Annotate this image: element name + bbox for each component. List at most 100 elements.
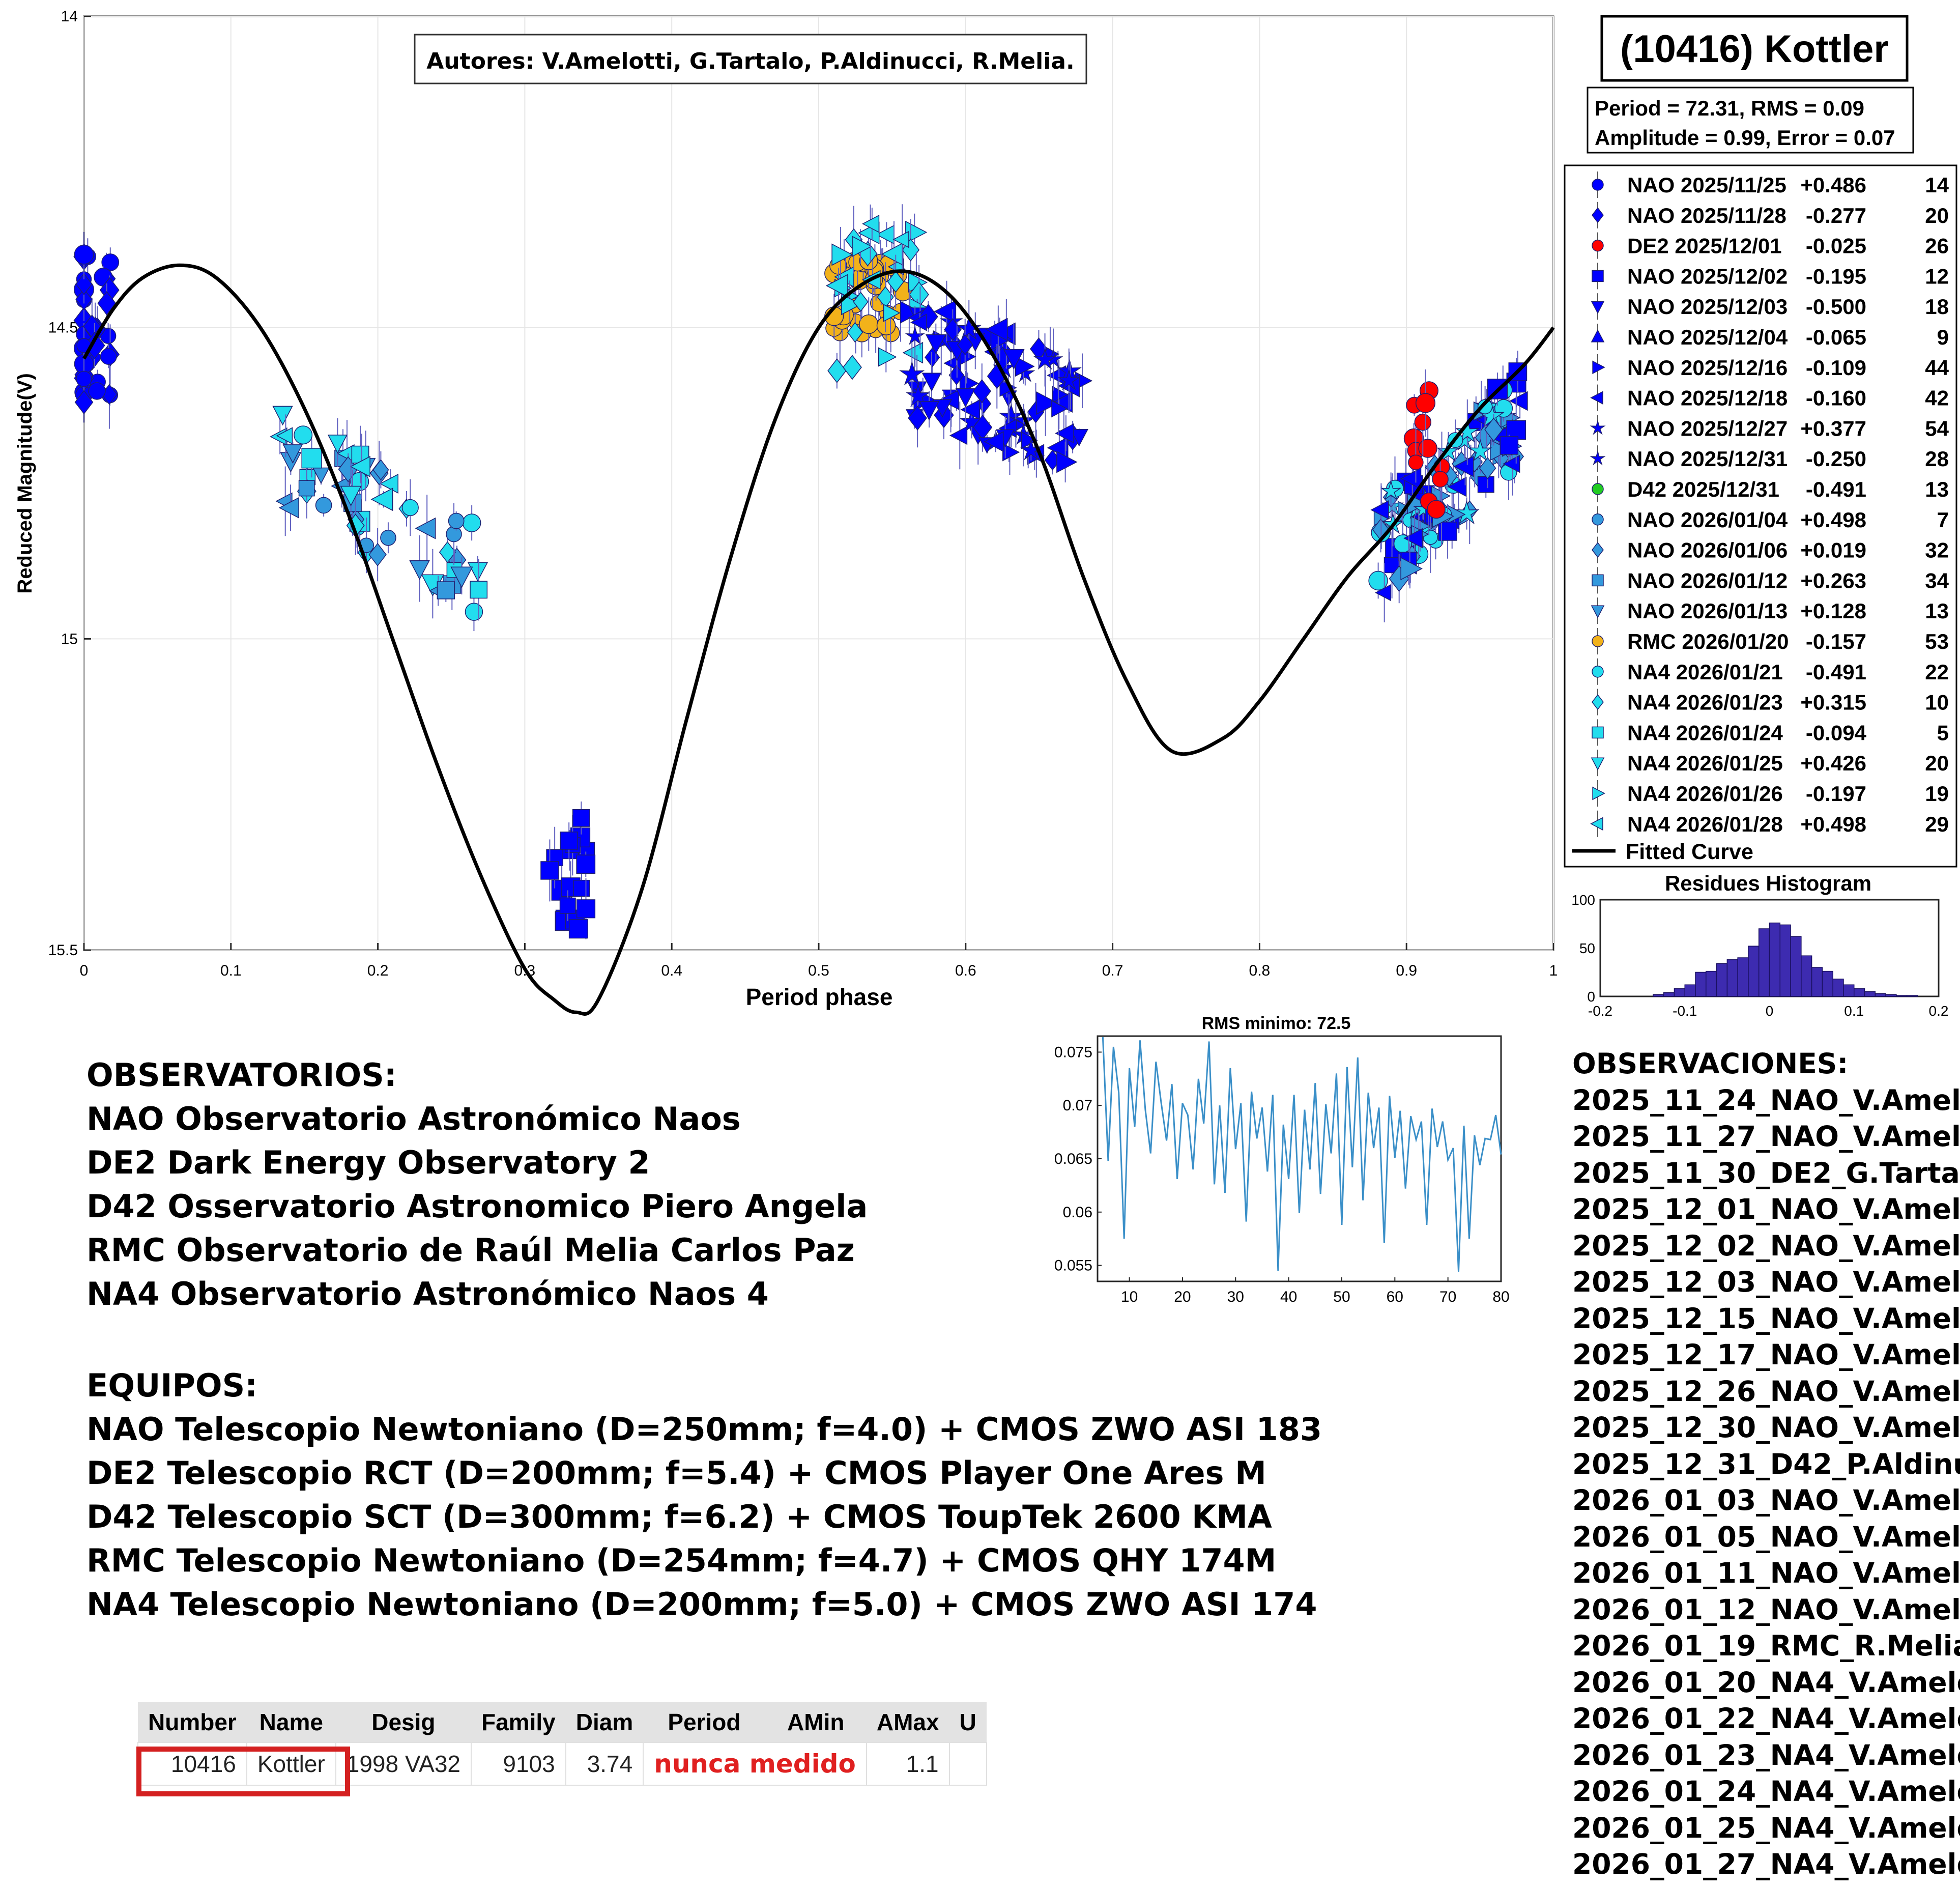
axis-ticks: 0 0.1 0.2 0.3 0.4 0.5 0.6 0.7 0.8 0.9 11414.51515.…: [48, 8, 1558, 979]
legend-marker: [1592, 694, 1604, 710]
legend-offset: -0.160: [1806, 386, 1866, 410]
histogram-bar: [1663, 992, 1675, 997]
histogram-bar: [1843, 984, 1855, 997]
legend-offset: -0.491: [1806, 660, 1866, 684]
data-point: [437, 581, 455, 599]
legend-offset: +0.426: [1800, 751, 1866, 775]
data-point: [1052, 386, 1069, 404]
catalog-row: 10416 Kottler 1998 VA32 9103 3.74 nunca …: [137, 1742, 987, 1786]
data-point: [859, 314, 879, 334]
legend-offset: -0.109: [1806, 356, 1866, 380]
observacion-item: 2026_01_25_NA4_V.Amelotti: [1572, 1811, 1960, 1844]
legend-offset: +0.315: [1800, 691, 1866, 714]
legend-count: 54: [1925, 416, 1949, 440]
legend-label: NAO 2026/01/12: [1627, 568, 1788, 592]
histogram-bar: [1737, 957, 1749, 997]
data-point: [568, 919, 588, 939]
data-point: [1479, 457, 1496, 479]
legend-marker: [1592, 786, 1605, 800]
legend-count: 22: [1925, 660, 1949, 684]
legend-item: NAO 2025/12/02 -0.195 12: [1592, 263, 1949, 290]
data-point: [1370, 500, 1389, 520]
legend-label: D42 2025/12/31: [1627, 477, 1779, 501]
data-point: [327, 435, 348, 454]
histogram-x-tick-label: 0.1: [1844, 1003, 1864, 1019]
legend-offset: +0.486: [1800, 173, 1866, 197]
y-tick-label: 14.5: [48, 320, 78, 336]
observatorio-item: NA4 Observatorio Astronómico Naos 4: [87, 1275, 769, 1312]
legend-marker: [1590, 450, 1606, 466]
data-point: [272, 406, 293, 426]
legend-marker: [1591, 301, 1605, 314]
x-axis-label: Period phase: [746, 984, 893, 1010]
data-point: [1500, 436, 1519, 455]
data-point: [76, 370, 92, 387]
y-axis-label: Reduced Magnitude(V): [14, 373, 36, 593]
legend-count: 28: [1925, 447, 1949, 471]
data-point: [960, 399, 981, 420]
legend-count: 44: [1925, 356, 1949, 380]
data-point: [921, 373, 942, 392]
legend-item: DE2 2025/12/01 -0.025 26: [1592, 232, 1949, 259]
histogram-bar: [1896, 995, 1908, 997]
data-point: [1414, 413, 1432, 431]
histogram-bar: [1832, 979, 1844, 997]
data-point: [972, 379, 992, 404]
data-point: [1477, 476, 1494, 493]
data-point: [372, 459, 389, 481]
legend-count: 29: [1925, 812, 1949, 836]
histogram-y-tick-label: 0: [1587, 989, 1595, 1005]
legend-item: RMC 2026/01/20 -0.157 53: [1592, 628, 1949, 654]
legend-label: NA4 2026/01/23: [1627, 691, 1783, 714]
data-point: [88, 382, 106, 400]
legend-fit-label: Fitted Curve: [1626, 840, 1753, 864]
data-point: [74, 390, 94, 415]
legend-marker: [1591, 605, 1605, 619]
legend-offset: +0.263: [1800, 568, 1866, 592]
legend-count: 13: [1925, 599, 1949, 623]
data-point: [847, 322, 863, 343]
legend-marker: [1592, 666, 1604, 678]
page-title: (10416) Kottler: [1620, 27, 1889, 71]
legend-item: NAO 2025/12/16 -0.109 44: [1592, 354, 1949, 381]
equipo-item: RMC Telescopio Newtoniano (D=254mm; f=4.…: [87, 1542, 1277, 1579]
legend-label: NAO 2025/12/27: [1627, 416, 1788, 440]
data-point: [294, 425, 313, 445]
legend-marker: [1592, 513, 1604, 526]
histogram-bar: [1684, 984, 1696, 997]
histogram-bar: [1769, 922, 1781, 997]
data-point: [852, 236, 873, 258]
fit-amplitude-error: Amplitude = 0.99, Error = 0.07: [1595, 126, 1895, 150]
data-point: [540, 861, 559, 880]
data-point: [315, 497, 332, 514]
legend-label: NAO 2026/01/06: [1627, 538, 1788, 562]
data-point: [370, 488, 393, 511]
rms-y-tick-label: 0.07: [1063, 1097, 1092, 1114]
histogram-x-tick-label: 0.2: [1929, 1003, 1949, 1019]
col-amin: AMin: [765, 1702, 867, 1742]
data-point: [368, 542, 387, 566]
col-family: Family: [471, 1702, 566, 1742]
rms-y-tick-label: 0.055: [1054, 1257, 1092, 1274]
legend-marker: [1590, 391, 1603, 405]
legend-count: 10: [1925, 691, 1949, 714]
data-point: [450, 566, 473, 588]
observacion-item: 2026_01_05_NAO_V.Amelotti: [1572, 1520, 1960, 1553]
equipo-item: NAO Telescopio Newtoniano (D=250mm; f=4.…: [87, 1411, 1322, 1448]
data-point: [470, 581, 488, 599]
cell-amax: 1.1: [866, 1742, 950, 1786]
y-tick-label: 15: [61, 631, 78, 647]
legend-count: 14: [1925, 173, 1949, 197]
data-point: [827, 358, 847, 383]
data-point: [101, 253, 120, 271]
data-point: [933, 300, 957, 324]
data-point: [1432, 471, 1449, 488]
data-point: [576, 854, 596, 874]
legend-label: NAO 2025/11/28: [1627, 204, 1786, 227]
data-point: [467, 562, 488, 582]
legend-label: NA4 2026/01/25: [1627, 751, 1783, 775]
histogram-bar: [1811, 967, 1823, 997]
data-point: [1375, 584, 1392, 602]
legend-offset: -0.025: [1806, 234, 1866, 258]
